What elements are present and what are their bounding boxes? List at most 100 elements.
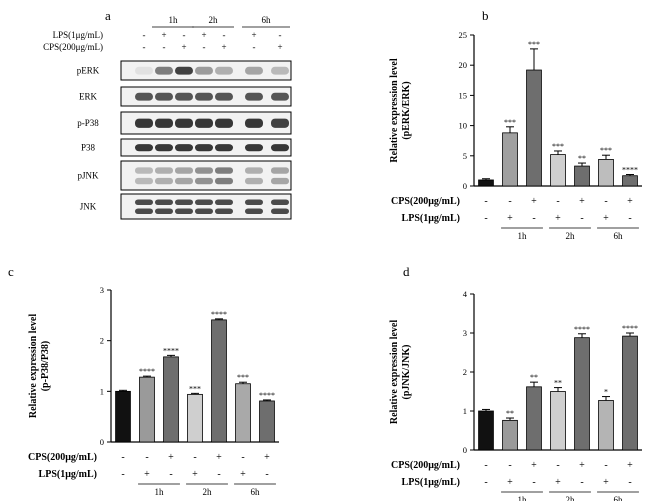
blot-sign: - — [253, 42, 256, 52]
blot-time-label: 1h — [169, 15, 179, 25]
significance-label: **** — [163, 346, 179, 355]
condition-sign: + — [627, 460, 633, 471]
y-axis-label: (p-P38/P38) — [40, 341, 51, 392]
blot-time-labels: 1h 2h 6h — [152, 15, 290, 28]
blot-strip — [120, 193, 292, 220]
y-tick-label: 0 — [463, 445, 467, 455]
y-tick-label: 2 — [463, 367, 467, 377]
bar — [598, 159, 614, 187]
blot-sign: - — [203, 42, 206, 52]
blot-band — [271, 199, 289, 205]
blot-protein-label: pERK — [77, 66, 100, 76]
blot-band — [215, 199, 233, 205]
condition-sign: - — [121, 469, 124, 480]
significance-label: * — [604, 388, 608, 397]
condition-sign: + — [144, 469, 150, 480]
condition-sign: + — [555, 213, 561, 224]
blot-sign: - — [279, 30, 282, 40]
blot-sign: + — [221, 42, 226, 52]
significance-label: *** — [504, 118, 516, 127]
condition-sign: + — [240, 469, 246, 480]
blot-band — [245, 208, 263, 214]
blot-band — [271, 177, 289, 185]
panel-label: b — [482, 8, 489, 23]
condition-sign: + — [507, 477, 513, 488]
blot-protein-label: P38 — [81, 143, 96, 153]
significance-label: **** — [139, 367, 155, 376]
blot-protein-label: JNK — [80, 202, 97, 212]
blot-band — [175, 177, 193, 185]
panel-label: d — [403, 264, 410, 279]
y-tick-label: 2 — [100, 336, 104, 346]
time-group-label: 2h — [203, 487, 213, 497]
condition-sign: - — [241, 452, 244, 463]
blot-sign: + — [181, 42, 186, 52]
blot-treatment-rows: LPS(1μg/mL) - + - + - + - CPS(200μg/mL) - - + - + - + — [43, 30, 282, 52]
blot-sign: + — [277, 42, 282, 52]
y-tick-label: 3 — [463, 328, 467, 338]
bar — [622, 175, 638, 187]
blot-band — [245, 66, 263, 75]
significance-label: *** — [600, 146, 612, 155]
y-tick-label: 1 — [100, 386, 104, 396]
bar — [259, 400, 275, 443]
bar — [211, 319, 227, 443]
time-group-label: 1h — [518, 495, 528, 501]
condition-sign: + — [531, 460, 537, 471]
blot-band — [195, 118, 213, 128]
condition-sign: + — [507, 213, 513, 224]
significance-label: **** — [259, 391, 275, 400]
bar — [526, 69, 542, 187]
blot-treatment-label: CPS(200μg/mL) — [43, 42, 103, 52]
time-group-label: 6h — [614, 231, 624, 241]
condition-sign: - — [121, 452, 124, 463]
blot-sign: + — [251, 30, 256, 40]
blot-band — [271, 92, 289, 101]
condition-sign: - — [556, 460, 559, 471]
blot-sign: - — [143, 30, 146, 40]
bar — [478, 179, 494, 187]
condition-sign: - — [532, 213, 535, 224]
chart-d: d Relative expression level (pJNK/JNK) 0 1 2 3… — [389, 264, 642, 501]
blot-time-label: 6h — [262, 15, 272, 25]
bar — [502, 132, 518, 187]
blot-band — [271, 144, 289, 152]
condition-sign: - — [556, 196, 559, 207]
bar — [574, 165, 590, 187]
condition-sign: - — [508, 196, 511, 207]
condition-sign: - — [580, 477, 583, 488]
condition-sign: + — [555, 477, 561, 488]
blot-band — [135, 208, 153, 214]
blot-band — [271, 208, 289, 214]
blot-band — [215, 144, 233, 152]
blot-sign: - — [163, 42, 166, 52]
bar — [115, 390, 131, 443]
condition-sign: + — [579, 196, 585, 207]
condition-sign: - — [580, 213, 583, 224]
blot-band — [245, 177, 263, 185]
condition-sign: + — [264, 452, 270, 463]
blot-band — [135, 167, 153, 174]
time-group-label: 1h — [518, 231, 528, 241]
significance-label: *** — [528, 40, 540, 49]
bar — [526, 386, 542, 451]
significance-label: *** — [552, 142, 564, 151]
y-axis-label: (pERK/ERK) — [401, 81, 412, 139]
time-group-label: 2h — [566, 231, 576, 241]
blot-protein-label: pJNK — [77, 171, 99, 181]
blot-band — [271, 118, 289, 128]
blot-band — [175, 92, 193, 101]
panel-label: c — [8, 264, 14, 279]
condition-label: CPS(200μg/mL) — [28, 452, 97, 463]
bar — [163, 356, 179, 443]
condition-sign: - — [628, 477, 631, 488]
blot-band — [155, 92, 173, 101]
blot-sign: - — [183, 30, 186, 40]
blot-band — [155, 66, 173, 75]
blot-band — [175, 208, 193, 214]
blot-band — [195, 144, 213, 152]
blot-protein-label: p-P38 — [77, 118, 99, 128]
bar — [622, 335, 638, 451]
bar — [139, 376, 155, 443]
bar — [235, 383, 251, 443]
